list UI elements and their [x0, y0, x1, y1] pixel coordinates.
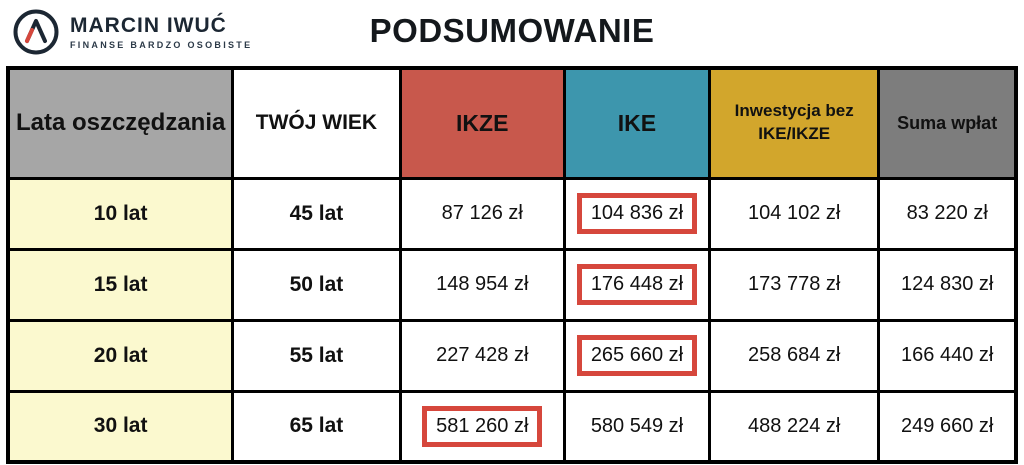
column-header-suma-wplat: Suma wpłat: [877, 66, 1018, 180]
cell-ike-highlighted: 176 448 zł: [562, 247, 712, 322]
highlight-box: 176 448 zł: [576, 264, 698, 305]
cell-inwestycja: 258 684 zł: [708, 318, 881, 393]
column-header-ikze: IKZE: [398, 66, 566, 180]
cell-wiek: 65 lat: [231, 389, 402, 464]
column-header-twoj-wiek: TWÓJ WIEK: [231, 66, 402, 180]
brand-logo: MARCIN IWUĆ FINANSE BARDZO OSOBISTE: [12, 8, 252, 56]
cell-inwestycja: 104 102 zł: [708, 176, 881, 251]
column-header-ike: IKE: [562, 66, 712, 180]
top-bar: MARCIN IWUĆ FINANSE BARDZO OSOBISTE PODS…: [0, 0, 1024, 66]
brand-name: MARCIN IWUĆ: [70, 13, 227, 37]
table-row: 20 lat 55 lat 227 428 zł 265 660 zł 258 …: [6, 318, 1018, 393]
brand-logo-icon: [13, 9, 59, 55]
cell-wiek: 50 lat: [231, 247, 402, 322]
cell-ike: 580 549 zł: [562, 389, 712, 464]
cell-inwestycja: 488 224 zł: [708, 389, 881, 464]
cell-wiek: 55 lat: [231, 318, 402, 393]
cell-ikze: 87 126 zł: [398, 176, 566, 251]
column-header-inwestycja: Inwestycja bez IKE/IKZE: [708, 66, 881, 180]
cell-suma: 166 440 zł: [877, 318, 1018, 393]
header-row: Lata oszczędzania TWÓJ WIEK IKZE IKE Inw…: [6, 66, 1018, 180]
table-row: 30 lat 65 lat 581 260 zł 580 549 zł 488 …: [6, 389, 1018, 464]
summary-table: Lata oszczędzania TWÓJ WIEK IKZE IKE Inw…: [6, 66, 1018, 464]
cell-ikze: 227 428 zł: [398, 318, 566, 393]
cell-suma: 124 830 zł: [877, 247, 1018, 322]
highlight-box: 265 660 zł: [576, 335, 698, 376]
cell-ike-highlighted: 104 836 zł: [562, 176, 712, 251]
brand-tagline: FINANSE BARDZO OSOBISTE: [70, 40, 253, 51]
cell-suma: 249 660 zł: [877, 389, 1018, 464]
highlight-box: 581 260 zł: [422, 405, 543, 447]
cell-ikze-highlighted: 581 260 zł: [398, 389, 566, 464]
cell-ikze: 148 954 zł: [398, 247, 566, 322]
cell-lata: 20 lat: [6, 318, 235, 393]
cell-inwestycja: 173 778 zł: [708, 247, 881, 322]
cell-lata: 30 lat: [6, 389, 235, 464]
cell-suma: 83 220 zł: [877, 176, 1018, 251]
cell-lata: 15 lat: [6, 247, 235, 322]
cell-wiek: 45 lat: [231, 176, 402, 251]
table-row: 15 lat 50 lat 148 954 zł 176 448 zł 173 …: [6, 247, 1018, 322]
table-row: 10 lat 45 lat 87 126 zł 104 836 zł 104 1…: [6, 176, 1018, 251]
brand-text: MARCIN IWUĆ FINANSE BARDZO OSOBISTE: [70, 14, 252, 50]
cell-lata: 10 lat: [6, 176, 235, 251]
page-title: PODSUMOWANIE: [369, 12, 655, 49]
highlight-box: 104 836 zł: [576, 193, 698, 234]
column-header-lata-oszczedzania: Lata oszczędzania: [6, 66, 235, 180]
cell-ike-highlighted: 265 660 zł: [562, 318, 712, 393]
